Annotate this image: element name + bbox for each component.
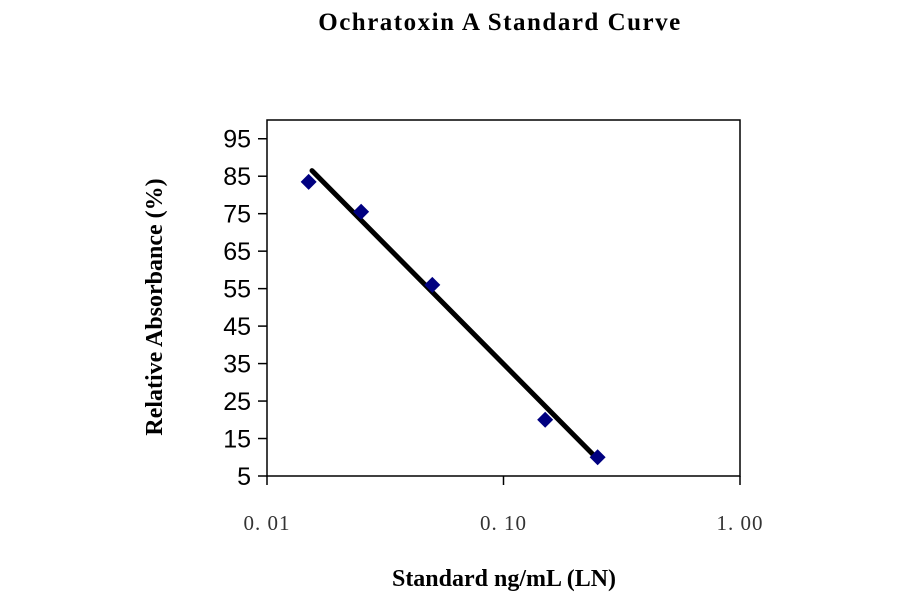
data-point (589, 449, 606, 466)
y-tick-label: 25 (223, 388, 251, 416)
x-tick-label: 1. 00 (717, 511, 764, 535)
data-point (537, 411, 554, 428)
y-tick-label: 35 (223, 351, 251, 379)
y-tick-label: 85 (223, 163, 251, 191)
chart-title: Ochratoxin A Standard Curve (318, 9, 681, 36)
x-tick-label: 0. 01 (244, 511, 291, 535)
x-tick-label: 0. 10 (480, 511, 527, 535)
data-point (353, 203, 370, 220)
y-tick-label: 75 (223, 201, 251, 229)
y-tick-label: 55 (223, 276, 251, 304)
y-tick-label: 45 (223, 313, 251, 341)
y-tick-label: 95 (223, 126, 251, 154)
data-point (300, 173, 317, 190)
data-point (424, 276, 441, 293)
plot-area (266, 119, 741, 477)
y-tick-label: 65 (223, 238, 251, 266)
x-axis-label: Standard ng/mL (LN) (392, 566, 616, 592)
y-tick-label: 15 (223, 426, 251, 454)
y-tick-label: 5 (237, 463, 251, 491)
y-axis-label: Relative Absorbance (%) (142, 178, 168, 435)
trendline (309, 168, 601, 462)
